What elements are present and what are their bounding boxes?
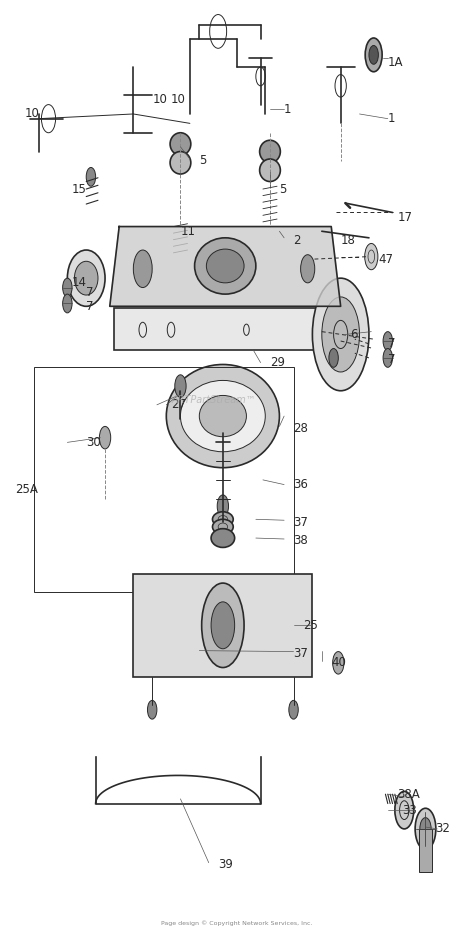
Circle shape [86, 167, 96, 186]
Ellipse shape [67, 250, 105, 307]
Text: 15: 15 [72, 183, 87, 196]
Circle shape [201, 583, 244, 667]
Text: 2: 2 [293, 234, 301, 247]
Circle shape [301, 255, 315, 283]
Text: 40: 40 [331, 656, 346, 669]
Circle shape [217, 495, 228, 518]
Ellipse shape [206, 249, 244, 283]
Ellipse shape [212, 512, 233, 527]
Text: 30: 30 [86, 436, 101, 449]
Text: 6: 6 [350, 328, 357, 341]
Circle shape [365, 38, 382, 72]
Text: 28: 28 [293, 422, 309, 435]
Circle shape [175, 375, 186, 397]
Text: 27: 27 [171, 398, 186, 411]
Circle shape [63, 279, 72, 297]
Circle shape [329, 348, 338, 367]
Text: 10: 10 [152, 93, 167, 106]
Circle shape [383, 348, 392, 367]
Bar [35, 367, 293, 593]
Ellipse shape [212, 519, 233, 534]
Circle shape [415, 808, 436, 850]
Ellipse shape [166, 364, 279, 468]
Text: 18: 18 [341, 234, 356, 247]
Ellipse shape [195, 238, 256, 295]
Text: 10: 10 [171, 93, 186, 106]
Text: 39: 39 [218, 858, 233, 871]
Circle shape [211, 602, 235, 648]
Ellipse shape [170, 133, 191, 155]
Circle shape [395, 791, 414, 829]
Polygon shape [110, 227, 341, 307]
Text: 7: 7 [86, 300, 94, 312]
Text: 37: 37 [293, 647, 309, 660]
Ellipse shape [181, 380, 265, 452]
Ellipse shape [211, 529, 235, 548]
Circle shape [100, 426, 111, 449]
Text: 29: 29 [270, 356, 285, 369]
Text: 1: 1 [284, 103, 292, 116]
Ellipse shape [161, 643, 182, 658]
Text: 1A: 1A [388, 56, 403, 69]
Text: 36: 36 [293, 478, 309, 491]
Circle shape [383, 331, 392, 350]
Circle shape [133, 250, 152, 288]
Text: 37: 37 [293, 516, 309, 529]
Circle shape [63, 295, 72, 312]
Text: 25A: 25A [16, 483, 38, 496]
Text: 5: 5 [199, 154, 207, 167]
Ellipse shape [170, 152, 191, 174]
Text: 33: 33 [402, 804, 417, 817]
Text: 7: 7 [388, 353, 395, 366]
Circle shape [289, 700, 298, 719]
Text: 11: 11 [181, 225, 195, 238]
Ellipse shape [199, 395, 246, 437]
Text: 7: 7 [388, 337, 395, 350]
Circle shape [333, 651, 344, 674]
Circle shape [369, 45, 378, 64]
Bar [115, 309, 327, 350]
Text: 38: 38 [293, 534, 308, 548]
Text: 10: 10 [25, 107, 40, 120]
Text: 32: 32 [435, 822, 450, 836]
Text: 7: 7 [86, 286, 94, 298]
Text: 1: 1 [388, 112, 395, 125]
Text: 38A: 38A [397, 788, 420, 801]
Text: 17: 17 [397, 211, 412, 224]
Circle shape [322, 297, 359, 372]
Circle shape [312, 279, 369, 391]
Ellipse shape [74, 262, 98, 295]
Text: 25: 25 [303, 619, 318, 631]
Text: ARTPartStream™: ARTPartStream™ [171, 395, 255, 406]
Circle shape [420, 818, 431, 840]
Text: Page design © Copyright Network Services, Inc.: Page design © Copyright Network Services… [161, 920, 313, 926]
Text: 47: 47 [378, 253, 393, 266]
Bar [133, 574, 312, 677]
Text: 14: 14 [72, 277, 87, 289]
Ellipse shape [260, 140, 280, 163]
Bar [419, 829, 432, 872]
Ellipse shape [260, 159, 280, 182]
Circle shape [365, 244, 378, 270]
Text: 5: 5 [279, 183, 287, 196]
Circle shape [147, 700, 157, 719]
